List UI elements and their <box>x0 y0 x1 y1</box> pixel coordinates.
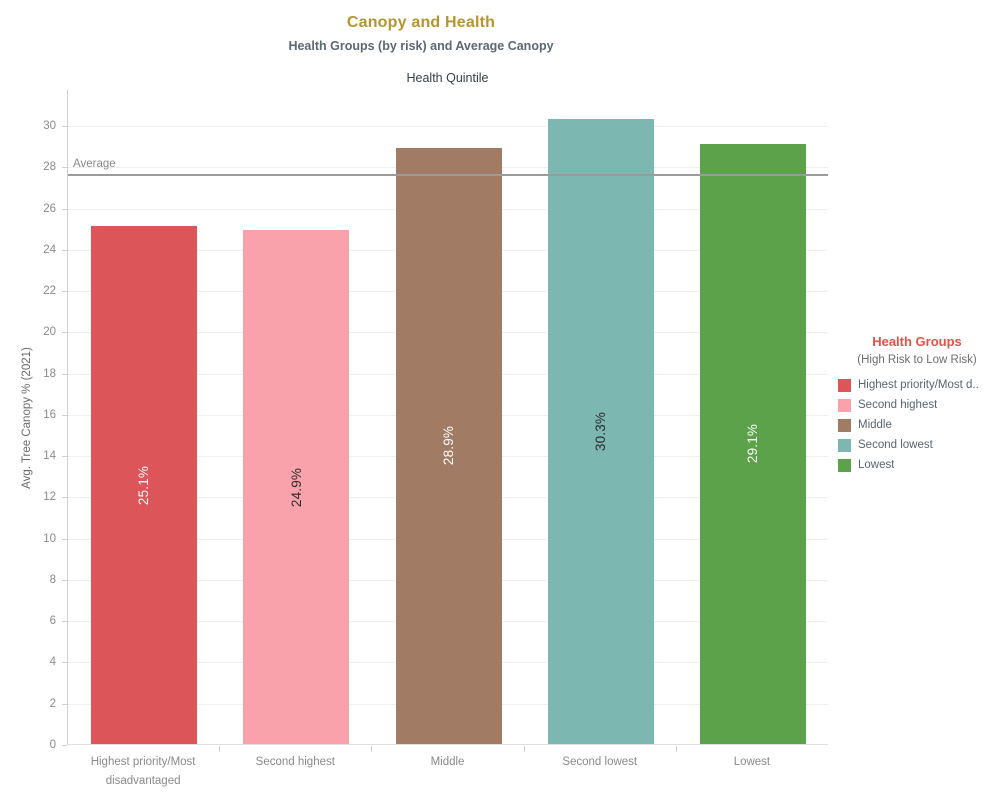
chart-header: Canopy and Health Health Groups (by risk… <box>0 14 842 53</box>
y-tick-mark <box>62 703 67 705</box>
legend-item[interactable]: Second lowest <box>838 435 996 455</box>
bar-value-label: 24.9% <box>288 467 304 507</box>
bar-mark[interactable]: 28.9% <box>395 147 502 744</box>
bar-mark[interactable]: 24.9% <box>243 230 350 744</box>
bar-mark[interactable]: 29.1% <box>699 143 806 744</box>
x-axis-category-label: Second highest <box>255 756 335 768</box>
plot-area: 25.1% 24.9% 28.9% 30.3% 29.1% Average <box>67 90 828 745</box>
y-tick-label: 10 <box>43 532 56 545</box>
bar-mark[interactable]: 25.1% <box>91 226 198 744</box>
legend-item-label: Highest priority/Most d.. <box>858 379 979 391</box>
y-tick-label: 18 <box>43 367 56 380</box>
y-tick-mark <box>62 662 67 664</box>
y-tick-mark <box>62 126 67 128</box>
legend-item[interactable]: Middle <box>838 415 996 435</box>
y-tick-mark <box>62 621 67 623</box>
x-tick-mark <box>523 746 525 752</box>
legend-item[interactable]: Lowest <box>838 455 996 475</box>
x-axis-labels: Highest priority/Most disadvantaged Secon… <box>67 753 828 791</box>
gridline <box>68 126 828 128</box>
average-reference-line <box>68 173 828 176</box>
y-tick-label: 26 <box>43 202 56 215</box>
bar-value-label: 29.1% <box>745 424 761 464</box>
average-reference-label: Average <box>73 157 116 170</box>
y-tick-mark <box>62 332 67 334</box>
bar-mark[interactable]: 30.3% <box>547 118 654 744</box>
y-tick-mark <box>62 579 67 581</box>
x-tick-mark <box>219 746 221 752</box>
chart-subtitle: Health Groups (by risk) and Average Cano… <box>288 39 554 53</box>
legend-subtitle: (High Risk to Low Risk) <box>857 354 977 366</box>
bar-value-label: 25.1% <box>136 465 152 505</box>
y-tick-mark <box>62 456 67 458</box>
chart-title: Canopy and Health <box>346 14 496 31</box>
y-tick-mark <box>62 373 67 375</box>
legend-item[interactable]: Highest priority/Most d.. <box>838 375 996 395</box>
legend-item-label: Lowest <box>858 459 895 471</box>
x-axis-category-label: Middle <box>430 756 465 768</box>
y-tick-label: 12 <box>43 491 56 504</box>
y-tick-label: 22 <box>43 285 56 298</box>
y-tick-label: 20 <box>43 326 56 339</box>
y-tick-label: 30 <box>43 120 56 133</box>
y-tick-label: 2 <box>49 697 56 710</box>
legend-item[interactable]: Second highest <box>838 395 996 415</box>
x-axis-category-label: Lowest <box>733 756 771 768</box>
y-tick-label: 8 <box>49 573 56 586</box>
bar-value-label: 30.3% <box>593 411 609 452</box>
y-tick-label: 0 <box>49 739 56 751</box>
legend: Health Groups (High Risk to Low Risk) Hi… <box>838 334 996 475</box>
x-axis-category-label: Second lowest <box>562 756 638 768</box>
legend-item-label: Middle <box>858 419 892 431</box>
legend-swatch-icon <box>838 458 851 472</box>
y-tick-mark <box>62 208 67 210</box>
x-axis-title: Health Quintile <box>406 71 489 85</box>
y-tick-mark <box>62 745 67 746</box>
y-tick-label: 6 <box>49 615 56 628</box>
legend-swatch-icon <box>838 398 851 412</box>
y-tick-label: 28 <box>43 161 56 174</box>
legend-swatch-icon <box>838 438 851 452</box>
x-tick-mark <box>675 746 677 752</box>
y-tick-mark <box>62 249 67 251</box>
y-tick-label: 14 <box>43 450 56 463</box>
legend-swatch-icon <box>838 378 851 392</box>
legend-title: Health Groups <box>872 334 962 349</box>
x-tick-mark <box>371 746 373 752</box>
y-tick-mark <box>62 167 67 169</box>
legend-items: Highest priority/Most d.. Second highest M… <box>838 375 996 475</box>
y-tick-mark <box>62 538 67 540</box>
bar-value-label: 28.9% <box>441 426 456 466</box>
y-tick-label: 16 <box>43 408 56 421</box>
y-tick-mark <box>62 291 67 293</box>
y-tick-label: 24 <box>43 243 56 256</box>
y-tick-mark <box>62 414 67 416</box>
legend-item-label: Second lowest <box>858 439 933 451</box>
y-tick-label: 4 <box>49 656 56 669</box>
legend-swatch-icon <box>838 418 851 432</box>
x-axis-category-label: Highest priority/Most disadvantaged <box>90 756 196 787</box>
legend-item-label: Second highest <box>858 399 938 411</box>
y-tick-mark <box>62 497 67 499</box>
